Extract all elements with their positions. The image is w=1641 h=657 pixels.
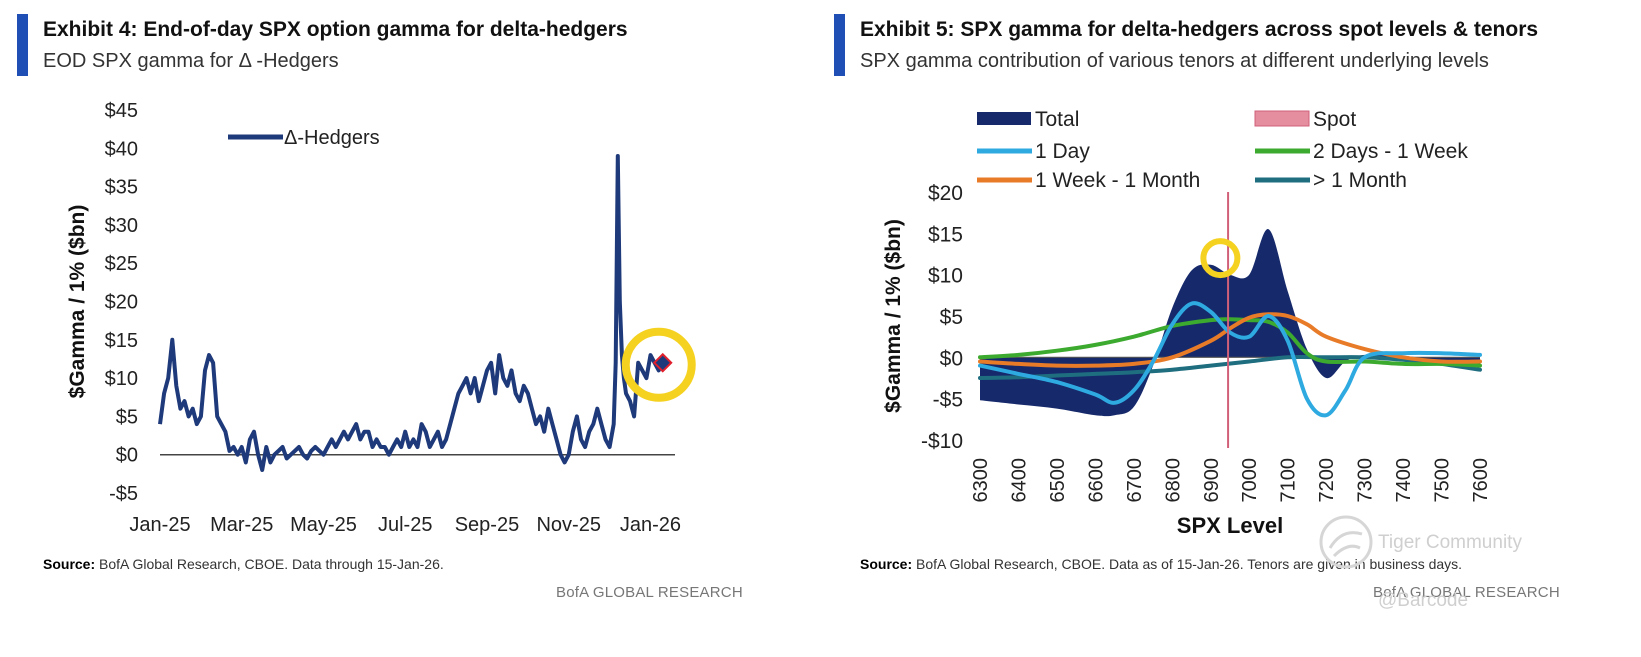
y-tick-label: $30 bbox=[105, 215, 138, 237]
1-month-series-line bbox=[978, 354, 1482, 380]
exhibit-4-title: Exhibit 4: End-of-day SPX option gamma f… bbox=[43, 18, 628, 41]
exhibit-accent-bar bbox=[17, 14, 28, 76]
x-axis-label: SPX Level bbox=[1177, 513, 1283, 538]
exhibit-4-chart: $45 $40 $35 $30 $25 $20 $15 $10 $5 $0 -$5 Jan-25 Ma… bbox=[66, 100, 696, 536]
legend-label-delta-hedgers: Δ-Hedgers bbox=[284, 127, 380, 149]
x-tick-label: 7200 bbox=[1316, 458, 1338, 503]
legend-label-2-days-1-week: 2 Days - 1 Week bbox=[1313, 140, 1468, 163]
x-tick-label: 7300 bbox=[1355, 458, 1377, 503]
x-tick-label: Jul-25 bbox=[378, 514, 432, 536]
exhibit-4-footer: BofA GLOBAL RESEARCH bbox=[556, 584, 743, 601]
y-tick-label: $10 bbox=[105, 368, 138, 390]
y-axis-label: $Gamma / 1% ($bn) bbox=[882, 219, 905, 413]
exhibit-accent-bar bbox=[834, 14, 845, 76]
y-tick-label: -$5 bbox=[109, 483, 138, 505]
y-tick-label: $5 bbox=[116, 406, 138, 428]
x-tick-label: 6900 bbox=[1201, 458, 1223, 503]
y-tick-label: $10 bbox=[928, 265, 963, 288]
exhibit-5-panel: Exhibit 5: SPX gamma for delta-hedgers a… bbox=[820, 0, 1641, 657]
x-tick-label: Mar-25 bbox=[210, 514, 273, 536]
x-tick-label: 7400 bbox=[1393, 458, 1415, 503]
last-value-marker bbox=[652, 352, 673, 373]
y-tick-label: $15 bbox=[105, 330, 138, 352]
exhibit-4-subtitle: EOD SPX gamma for Δ -Hedgers bbox=[43, 50, 339, 72]
y-tick-label: -$10 bbox=[921, 430, 963, 453]
highlight-circle bbox=[1200, 238, 1241, 279]
x-tick-label: 6800 bbox=[1162, 458, 1184, 503]
x-tick-label: 6600 bbox=[1085, 458, 1107, 503]
y-axis-label: $Gamma / 1% ($bn) bbox=[66, 205, 89, 399]
legend-label-1-day: 1 Day bbox=[1035, 140, 1090, 163]
chart-legend: Total Spot 1 Day 2 Days - 1 Week 1 Week - 1 … bbox=[977, 108, 1468, 192]
x-tick-label: 7000 bbox=[1239, 458, 1261, 503]
exhibit-5-title: Exhibit 5: SPX gamma for delta-hedgers a… bbox=[860, 18, 1539, 41]
2-days-1-week-series-line bbox=[978, 317, 1482, 368]
x-tick-label: Sep-25 bbox=[455, 514, 520, 536]
legend-swatch-total bbox=[977, 112, 1031, 125]
x-tick-label: 6700 bbox=[1124, 458, 1146, 503]
y-tick-label: $40 bbox=[105, 138, 138, 160]
exhibit-5-source: Source: BofA Global Research, CBOE. Data… bbox=[860, 556, 1463, 572]
y-tick-label: $20 bbox=[105, 292, 138, 314]
exhibit-4-panel: Exhibit 4: End-of-day SPX option gamma f… bbox=[0, 0, 820, 657]
x-tick-label: 7600 bbox=[1470, 458, 1492, 503]
y-tick-label: $5 bbox=[940, 306, 963, 329]
y-tick-label: -$5 bbox=[933, 389, 963, 412]
exhibit-5-chart: Total Spot 1 Day 2 Days - 1 Week 1 Week - 1 … bbox=[882, 108, 1492, 538]
x-tick-label: 6400 bbox=[1008, 458, 1030, 503]
x-tick-label: Jan-26 bbox=[620, 514, 681, 536]
y-tick-label: $0 bbox=[116, 445, 138, 467]
y-tick-label: $35 bbox=[105, 177, 138, 199]
total-area bbox=[980, 229, 1480, 417]
legend-label-spot: Spot bbox=[1313, 108, 1356, 131]
legend-label-total: Total bbox=[1035, 108, 1079, 131]
y-tick-label: $20 bbox=[928, 182, 963, 205]
y-tick-label: $25 bbox=[105, 253, 138, 275]
exhibit-5-footer: BofA GLOBAL RESEARCH bbox=[1373, 584, 1560, 601]
x-tick-label: 7100 bbox=[1278, 458, 1300, 503]
y-tick-label: $0 bbox=[940, 347, 963, 370]
exhibit-4-source: Source: BofA Global Research, CBOE. Data… bbox=[43, 556, 444, 572]
delta-hedgers-series-line bbox=[158, 154, 665, 472]
x-tick-label: 6500 bbox=[1047, 458, 1069, 503]
exhibit-5-subtitle: SPX gamma contribution of various tenors… bbox=[860, 50, 1489, 72]
legend-swatch-spot bbox=[1254, 110, 1310, 127]
legend-label-1-week-1-month: 1 Week - 1 Month bbox=[1035, 169, 1200, 192]
chart-legend: Δ-Hedgers bbox=[228, 127, 380, 149]
x-tick-label: Nov-25 bbox=[536, 514, 600, 536]
y-tick-label: $45 bbox=[105, 100, 138, 122]
legend-label-1-month: > 1 Month bbox=[1313, 169, 1407, 192]
x-tick-label: Jan-25 bbox=[129, 514, 190, 536]
x-tick-label: 6300 bbox=[970, 458, 992, 503]
highlight-circle bbox=[621, 327, 696, 402]
x-tick-label: May-25 bbox=[290, 514, 357, 536]
x-tick-label: 7500 bbox=[1432, 458, 1454, 503]
1-day-series-line bbox=[978, 301, 1482, 418]
y-tick-label: $15 bbox=[928, 223, 963, 246]
